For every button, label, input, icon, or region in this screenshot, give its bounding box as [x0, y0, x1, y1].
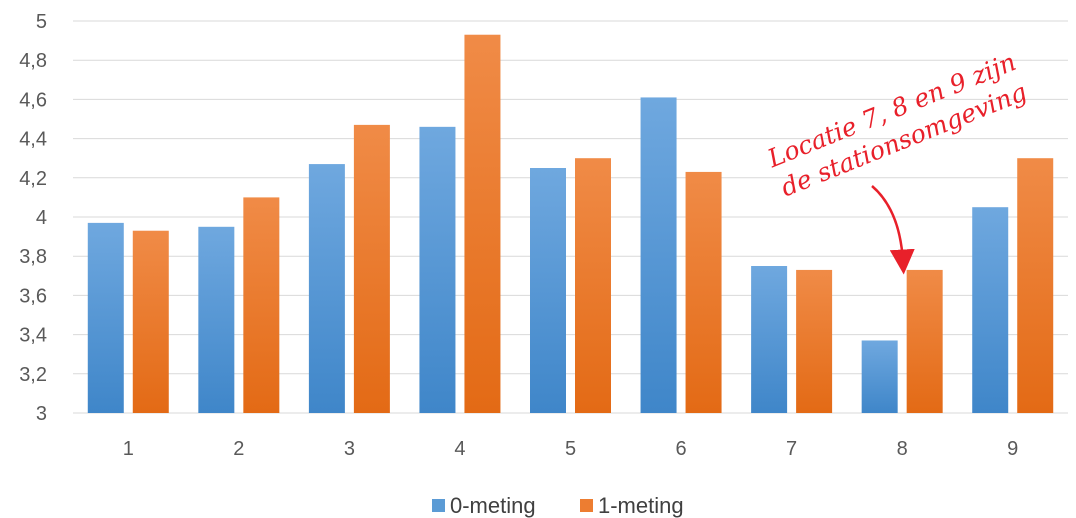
y-tick-label: 3,8 — [19, 246, 47, 268]
bar-1-meting-5 — [575, 158, 611, 413]
bar-1-meting-2 — [243, 197, 280, 413]
y-tick-label: 4,8 — [19, 50, 47, 72]
x-tick-label: 1 — [123, 438, 134, 460]
bar-1-meting-1 — [132, 230, 169, 413]
y-tick-label: 5 — [36, 11, 47, 33]
bar-1-meting-3 — [353, 124, 390, 413]
bar-1-meting-4 — [464, 34, 501, 413]
bar-1-meting-6 — [685, 171, 722, 413]
y-tick-label: 4,6 — [19, 89, 47, 111]
x-tick-label: 7 — [786, 438, 797, 460]
y-tick-label: 3,2 — [19, 364, 47, 386]
y-tick-label: 3,4 — [19, 325, 47, 347]
x-tick-label: 2 — [233, 438, 244, 460]
annotation-arrow — [871, 185, 915, 275]
bar-0-meting-9 — [972, 207, 1009, 413]
legend-label-1-meting: 1-meting — [598, 493, 684, 518]
bars — [87, 34, 1054, 413]
y-tick-label: 4,2 — [19, 168, 47, 190]
bar-1-meting-9 — [1017, 158, 1054, 413]
y-tick-label: 3 — [36, 403, 47, 425]
legend: 0-meting 1-meting — [432, 493, 684, 518]
x-axis-ticks: 1 2 3 4 5 6 7 8 9 — [123, 438, 1019, 460]
bar-0-meting-8 — [861, 340, 898, 413]
bar-0-meting-7 — [751, 266, 788, 413]
y-axis-ticks: 3 3,2 3,4 3,6 3,8 4 4,2 4,4 4,6 4,8 5 — [19, 11, 47, 425]
legend-label-0-meting: 0-meting — [450, 493, 536, 518]
x-tick-label: 3 — [344, 438, 355, 460]
x-tick-label: 9 — [1007, 438, 1018, 460]
bar-0-meting-2 — [198, 226, 235, 413]
bar-0-meting-4 — [419, 126, 456, 413]
y-tick-label: 4 — [36, 207, 47, 229]
y-tick-label: 3,6 — [19, 285, 47, 307]
bar-0-meting-1 — [87, 222, 124, 413]
bar-1-meting-8 — [906, 269, 943, 413]
annotation: Locatie 7, 8 en 9 zijn de stationsomgevi… — [763, 47, 1031, 202]
bar-0-meting-3 — [308, 164, 345, 413]
x-tick-label: 8 — [897, 438, 908, 460]
legend-swatch-0-meting — [432, 499, 445, 512]
x-tick-label: 4 — [454, 438, 465, 460]
x-tick-label: 5 — [565, 438, 576, 460]
bar-0-meting-6 — [640, 97, 677, 413]
bar-1-meting-7 — [796, 269, 833, 413]
x-tick-label: 6 — [675, 438, 686, 460]
bar-0-meting-5 — [530, 168, 566, 413]
legend-swatch-1-meting — [580, 499, 593, 512]
gridlines — [73, 20, 1068, 414]
y-tick-label: 4,4 — [19, 129, 47, 151]
